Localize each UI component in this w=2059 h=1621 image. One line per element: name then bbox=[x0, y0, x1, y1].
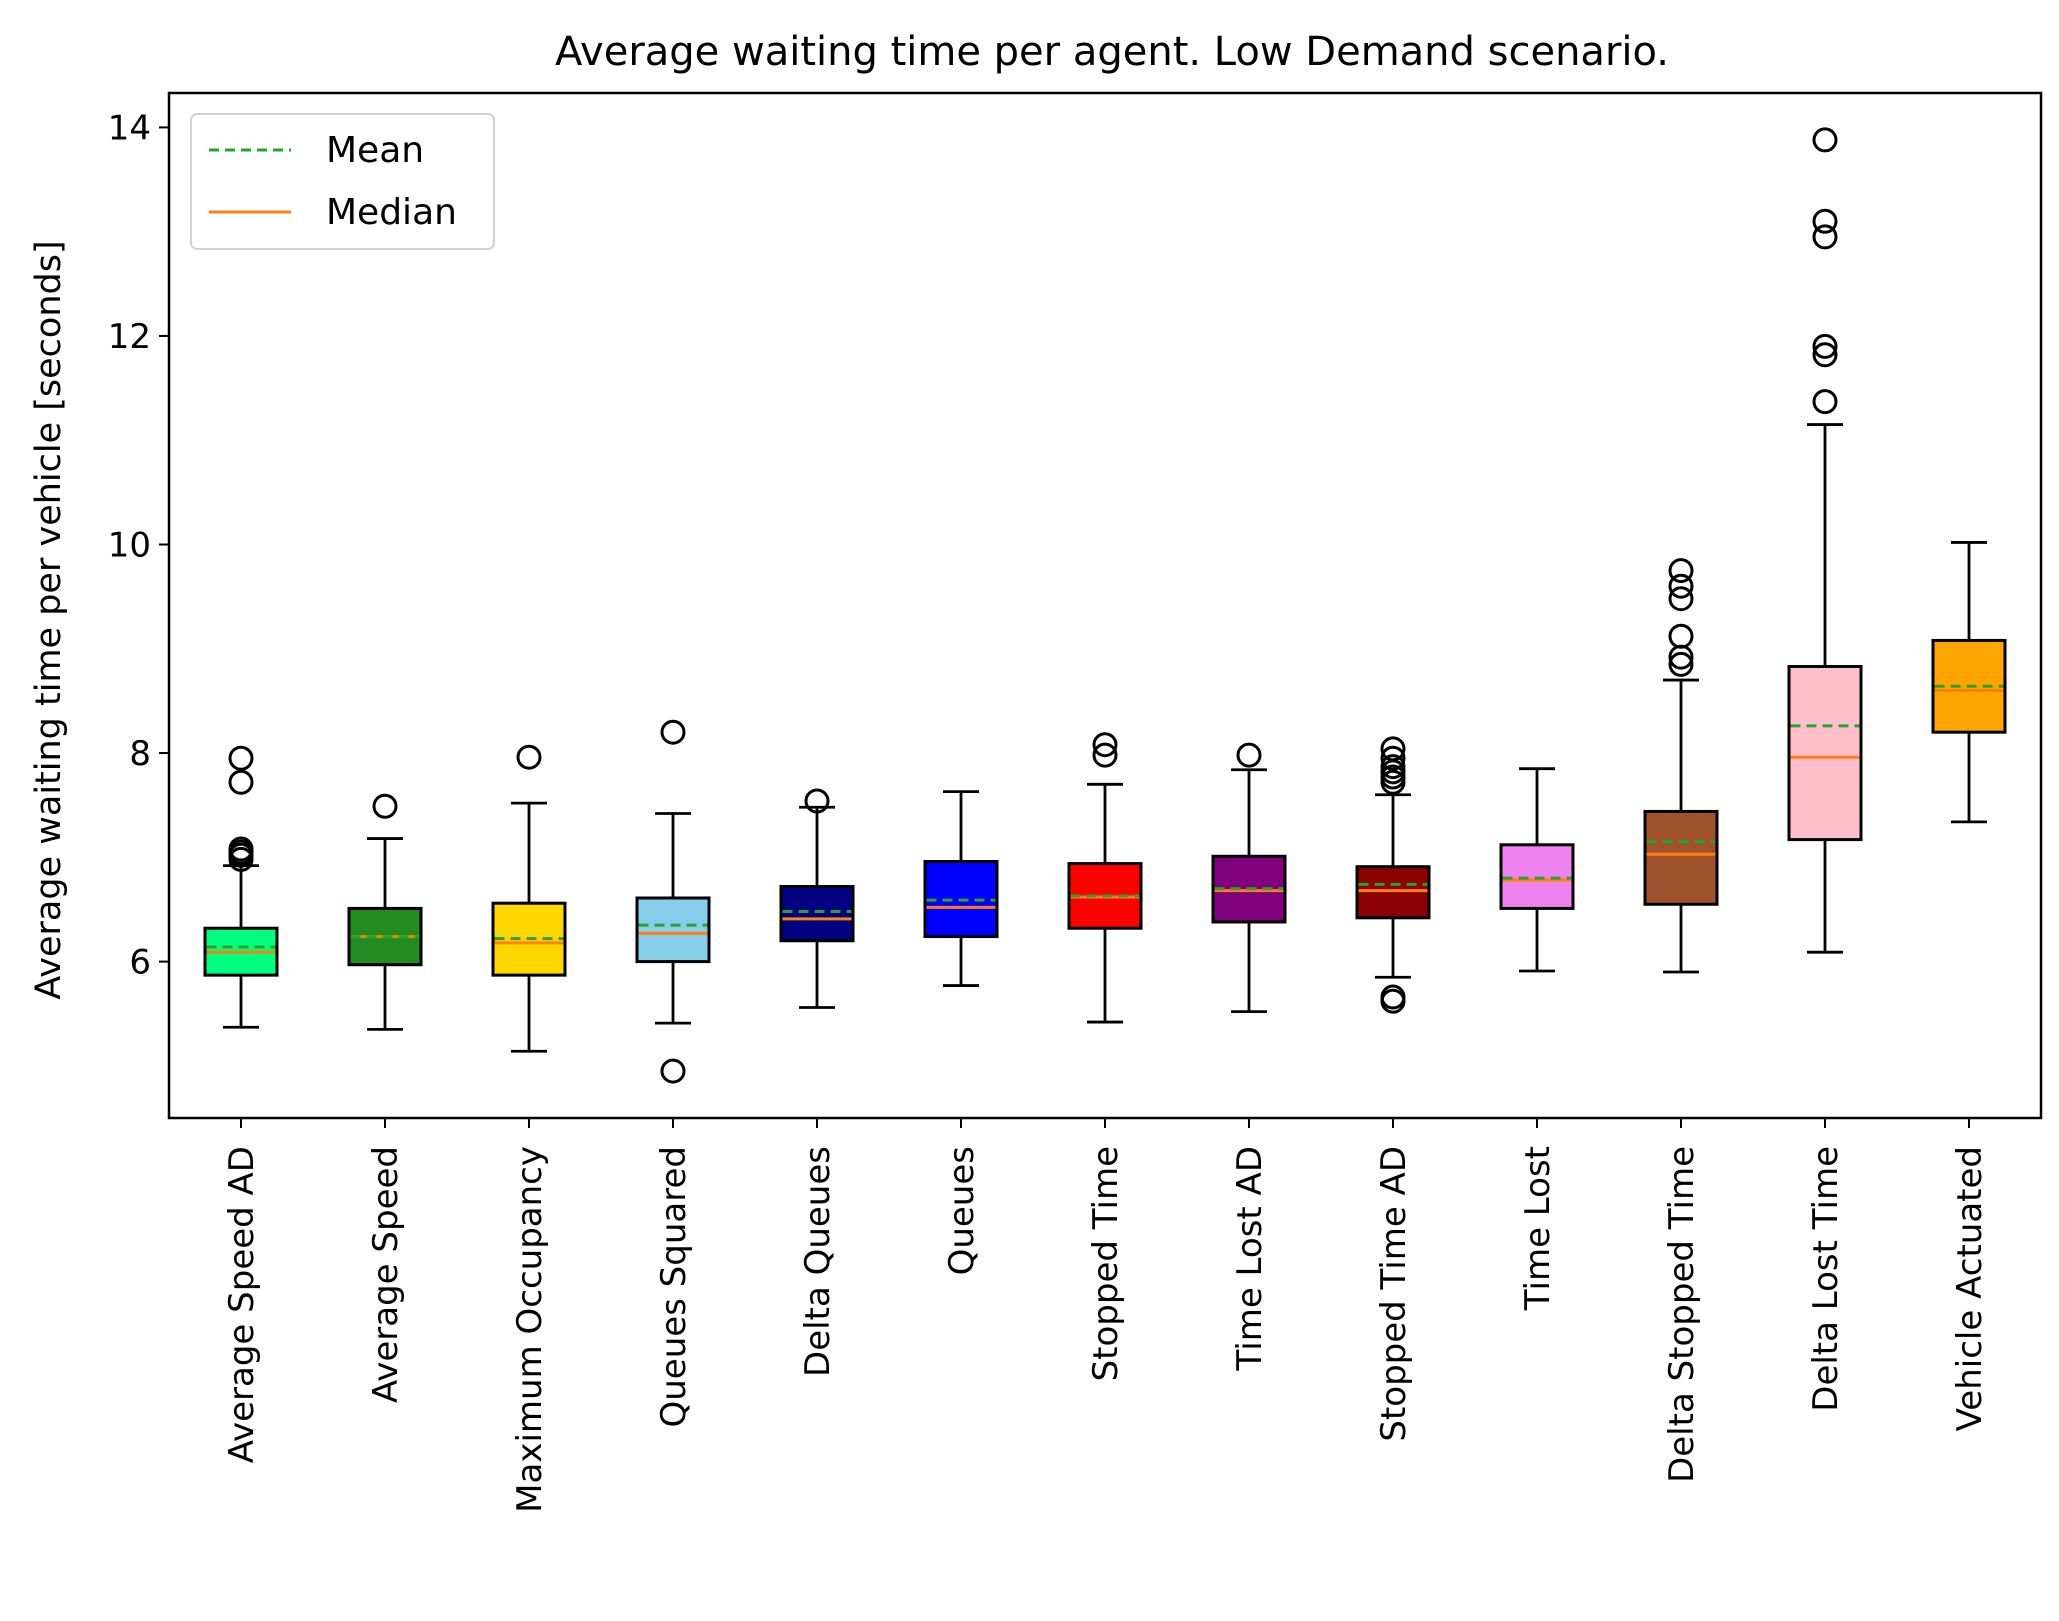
box-group bbox=[1787, 127, 1863, 954]
outlier-point bbox=[1092, 732, 1118, 758]
outlier-point bbox=[804, 788, 830, 814]
box-group bbox=[1355, 736, 1431, 1014]
outlier-point bbox=[1668, 623, 1694, 649]
outlier-point bbox=[1812, 127, 1838, 153]
outlier-point bbox=[660, 1058, 686, 1084]
outlier-point bbox=[228, 836, 254, 862]
box-group bbox=[1067, 732, 1143, 1024]
x-tick-label: Delta Lost Time bbox=[1806, 1146, 1846, 1412]
box bbox=[1499, 843, 1575, 910]
box-group bbox=[1211, 742, 1287, 1014]
box bbox=[635, 896, 711, 964]
y-tick-label: 8 bbox=[129, 734, 151, 774]
x-tick-label: Stopped Time bbox=[1086, 1146, 1126, 1381]
x-tick-label: Delta Stopped Time bbox=[1662, 1146, 1702, 1483]
box-group bbox=[923, 790, 999, 987]
outlier-point bbox=[1668, 573, 1694, 599]
x-tick-label: Maximum Occupancy bbox=[510, 1146, 550, 1513]
x-tick-label: Stopped Time AD bbox=[1374, 1146, 1414, 1442]
outlier-point bbox=[1092, 742, 1118, 768]
outlier-point bbox=[1668, 586, 1694, 612]
y-tick-label: 12 bbox=[108, 317, 151, 357]
outlier-point bbox=[1812, 389, 1838, 415]
y-tick-label: 14 bbox=[108, 108, 151, 148]
outlier-point bbox=[1380, 754, 1406, 780]
legend-label: Mean bbox=[326, 130, 424, 171]
outlier-point bbox=[228, 745, 254, 771]
outlier-point bbox=[1812, 208, 1838, 234]
box-group bbox=[1499, 767, 1575, 973]
outlier-point bbox=[228, 769, 254, 795]
legend-box bbox=[190, 113, 495, 250]
outlier-point bbox=[1668, 651, 1694, 677]
box-group bbox=[491, 744, 567, 1053]
box-group bbox=[635, 719, 711, 1084]
x-tick-label: Delta Queues bbox=[798, 1146, 838, 1377]
outlier-point bbox=[516, 744, 542, 770]
outlier-point bbox=[1380, 745, 1406, 771]
x-tick-label: Time Lost bbox=[1518, 1146, 1558, 1311]
outlier-point bbox=[1236, 742, 1262, 768]
x-tick-label: Average Speed bbox=[366, 1146, 406, 1403]
outlier-point bbox=[660, 719, 686, 745]
box-group bbox=[347, 793, 423, 1031]
x-tick-label: Queues bbox=[942, 1146, 982, 1275]
box-group bbox=[203, 745, 279, 1029]
legend-label: Median bbox=[326, 192, 457, 233]
outlier-point bbox=[1380, 736, 1406, 762]
box-group bbox=[779, 788, 855, 1009]
x-tick-label: Average Speed AD bbox=[222, 1146, 262, 1463]
box bbox=[1355, 865, 1431, 920]
chart-title: Average waiting time per agent. Low Dema… bbox=[555, 29, 1669, 75]
x-tick-label: Time Lost AD bbox=[1230, 1146, 1270, 1371]
outlier-point bbox=[1380, 984, 1406, 1010]
y-axis-label: Average waiting time per vehicle [second… bbox=[29, 240, 69, 999]
outlier-point bbox=[1812, 342, 1838, 368]
box bbox=[1211, 854, 1287, 924]
outlier-point bbox=[1668, 558, 1694, 584]
outlier-point bbox=[1812, 224, 1838, 250]
box-group bbox=[1931, 541, 2007, 824]
x-tick-label: Vehicle Actuated bbox=[1950, 1146, 1990, 1431]
box-group bbox=[1643, 558, 1719, 974]
legend: Mean Median bbox=[190, 113, 495, 250]
box bbox=[1787, 664, 1863, 842]
box bbox=[779, 885, 855, 943]
y-tick-label: 10 bbox=[108, 526, 151, 566]
plot-area: 6 8 10 12 14 Average Speed AD Average Speed Max… bbox=[108, 91, 2043, 1513]
box bbox=[1643, 809, 1719, 906]
outlier-point bbox=[372, 793, 398, 819]
x-tick-label: Queues Squared bbox=[654, 1146, 694, 1428]
outlier-point bbox=[1812, 333, 1838, 359]
y-tick-label: 6 bbox=[129, 943, 151, 983]
